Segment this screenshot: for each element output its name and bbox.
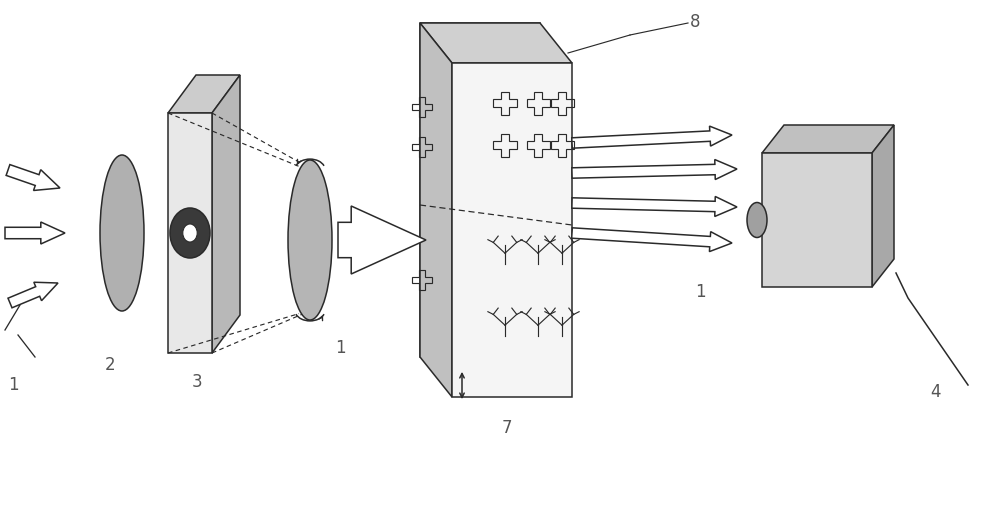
Polygon shape (8, 282, 58, 308)
Polygon shape (762, 125, 894, 153)
Text: 3: 3 (192, 373, 203, 391)
Polygon shape (5, 222, 65, 244)
Polygon shape (212, 75, 240, 353)
Polygon shape (420, 23, 540, 357)
Text: 1: 1 (695, 283, 706, 301)
Ellipse shape (183, 224, 197, 242)
Polygon shape (6, 165, 60, 191)
Polygon shape (168, 75, 240, 113)
Text: 1: 1 (335, 339, 346, 357)
Polygon shape (572, 160, 737, 180)
Polygon shape (572, 228, 732, 251)
Polygon shape (420, 23, 452, 397)
Ellipse shape (288, 160, 332, 320)
Text: 4: 4 (930, 383, 941, 401)
Text: 7: 7 (502, 419, 512, 437)
Text: 1: 1 (8, 376, 19, 394)
Text: 8: 8 (690, 13, 700, 31)
Polygon shape (762, 153, 872, 287)
Ellipse shape (747, 203, 767, 237)
Polygon shape (338, 206, 426, 274)
Polygon shape (572, 126, 732, 148)
Polygon shape (572, 196, 737, 216)
Ellipse shape (100, 155, 144, 311)
Polygon shape (452, 63, 572, 397)
Polygon shape (420, 23, 572, 63)
Text: 2: 2 (105, 356, 116, 374)
Ellipse shape (170, 208, 210, 258)
Polygon shape (872, 125, 894, 287)
Polygon shape (168, 113, 212, 353)
